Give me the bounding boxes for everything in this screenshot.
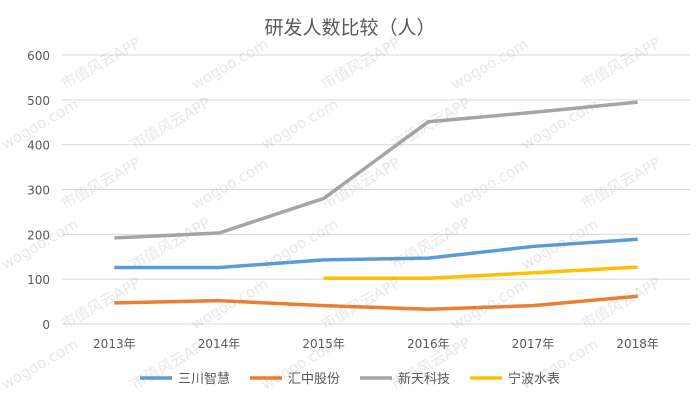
watermark: 市值风云APP [388, 214, 474, 274]
watermark: wogoo.com [0, 335, 81, 394]
x-tick-label: 2017年 [512, 337, 555, 351]
watermark: 市值风云APP [128, 214, 214, 274]
x-tick-label: 2013年 [93, 337, 136, 351]
x-tick-label: 2015年 [302, 337, 345, 351]
legend-label: 汇中股份 [288, 372, 340, 387]
watermark: wogoo.com [188, 35, 271, 94]
y-tick-label: 200 [27, 228, 50, 242]
y-tick-label: 300 [27, 184, 50, 198]
watermark: 市值风云APP [578, 154, 664, 214]
series-line-3 [323, 265, 638, 281]
x-tick-label: 2016年 [407, 337, 450, 351]
x-tick-label: 2014年 [198, 337, 241, 351]
x-tick-label: 2018年 [616, 337, 659, 351]
series-line-2 [114, 100, 638, 240]
y-tick-label: 400 [27, 139, 50, 153]
watermark: wogoo.com [188, 155, 271, 214]
legend-label: 三川智慧 [178, 371, 230, 387]
y-tick-label: 0 [42, 318, 50, 332]
watermark: 市值风云APP [318, 154, 404, 214]
y-tick-label: 600 [27, 49, 50, 63]
legend-label: 宁波水表 [508, 371, 560, 387]
watermark: 市值风云APP [58, 34, 144, 94]
legend-label: 新天科技 [398, 371, 450, 387]
watermark: 市值风云APP [318, 34, 404, 94]
series-line-1 [114, 294, 638, 311]
watermark: wogoo.com [448, 35, 531, 94]
watermark: 市值风云APP [578, 34, 664, 94]
chart-title: 研发人数比较（人） [264, 17, 435, 39]
y-tick-label: 500 [27, 94, 50, 108]
series-line-0 [114, 237, 638, 270]
y-tick-label: 100 [27, 273, 50, 287]
watermark: wogoo.com [0, 215, 81, 274]
watermark: wogoo.com [448, 275, 531, 334]
watermark: 市值风云APP [58, 154, 144, 214]
watermark: wogoo.com [258, 215, 341, 274]
watermark: wogoo.com [448, 155, 531, 214]
